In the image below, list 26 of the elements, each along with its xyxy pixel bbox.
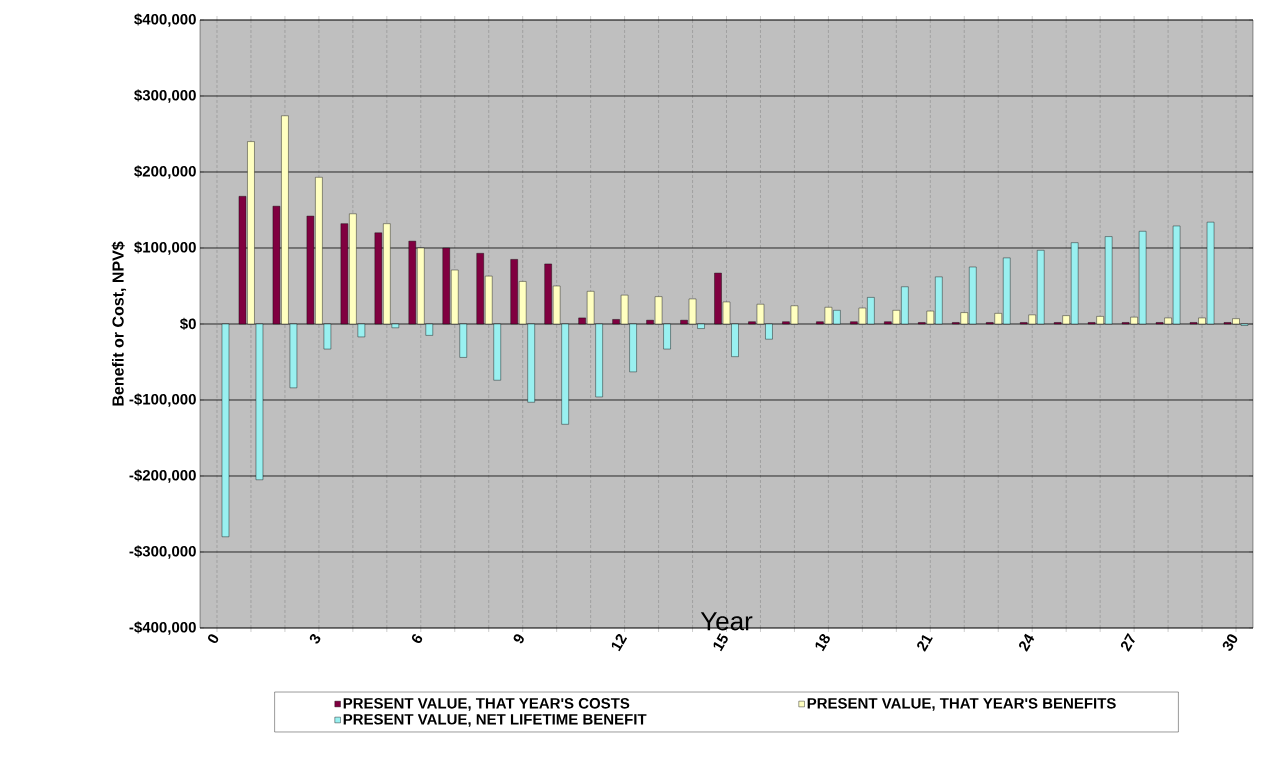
legend-label: PRESENT VALUE, THAT YEAR'S BENEFITS [807,698,1116,711]
x-tick-label: 0 [208,634,219,643]
x-tick-label: 21 [917,634,933,652]
y-tick-label: $100,000 [134,241,196,255]
x-tick-label: 30 [1222,634,1238,651]
x-tick-label: 12 [611,634,628,652]
x-tick-label: 6 [411,634,423,643]
x-tick-label: 27 [1120,633,1135,652]
legend-label: PRESENT VALUE, THAT YEAR'S COSTS [343,698,630,711]
y-tick-label: $400,000 [134,13,196,27]
y-tick-label: -$200,000 [129,469,196,483]
x-tick-label: 9 [513,634,524,644]
y-tick-label: -$400,000 [129,621,196,635]
y-axis-title: Benefit or Cost, NPV$ [111,241,127,406]
y-tick-label: -$100,000 [129,393,196,407]
y-tick-label: -$300,000 [129,545,196,559]
x-tick-label: 15 [713,633,728,652]
x-axis-title: Year [700,612,753,631]
y-tick-label: $200,000 [134,165,196,179]
x-tick-label: 3 [309,634,321,644]
legend-label: PRESENT VALUE, NET LIFETIME BENEFIT [343,713,647,727]
x-tick-label: 18 [815,633,830,652]
y-tick-label: $300,000 [134,89,196,103]
bar [221,323,230,537]
y-tick-label: $0 [179,317,196,331]
x-tick-label: 24 [1019,633,1035,652]
